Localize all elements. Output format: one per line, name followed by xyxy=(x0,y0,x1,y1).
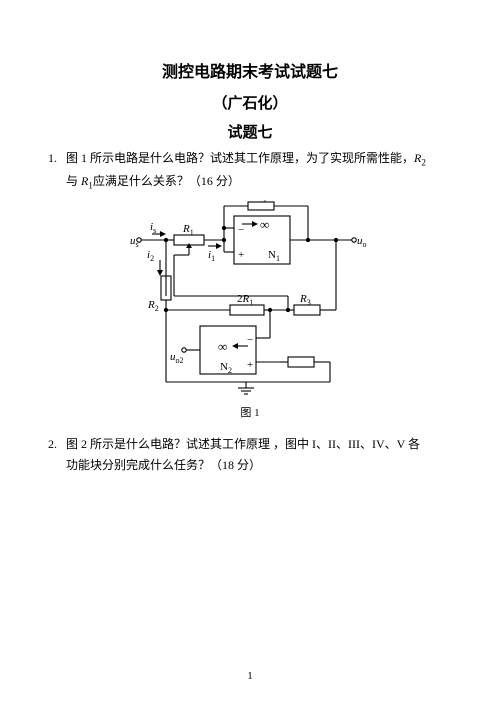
q1-text-c: 应满足什么关系？（16 分） xyxy=(93,174,240,188)
n1-label: N1 xyxy=(268,249,280,263)
label-r1: R1 xyxy=(182,223,194,237)
question-1: 1. 图 1 所示电路是什么电路？试述其工作原理，为了实现所需性能，R2 与 R… xyxy=(48,148,452,194)
title-main: 测控电路期末考试试题七 xyxy=(48,58,452,82)
q1-number: 1. xyxy=(48,148,66,168)
label-r2: R2 xyxy=(147,299,159,313)
n1-inf: ∞ xyxy=(260,217,269,232)
q2-text-a: 图 2 所示是什么电路？试述其工作原理 ，图中 I、II、III、IV、V 各 xyxy=(66,437,420,451)
label-i2: i2 xyxy=(147,249,154,263)
q1-body: 图 1 所示电路是什么电路？试述其工作原理，为了实现所需性能，R2 与 R1应满… xyxy=(48,148,452,193)
n1-plus: + xyxy=(238,249,244,261)
label-us: us xyxy=(130,235,139,249)
figure-1: us is R1 i1 i2 R2 xyxy=(48,200,452,400)
question-2: 2. 图 2 所示是什么电路？试述其工作原理 ，图中 I、II、III、IV、V… xyxy=(48,434,452,475)
q2-text-b: 功能块分别完成什么任务？（18 分） xyxy=(66,458,261,472)
label-uo2: uo2 xyxy=(170,351,184,365)
q1-text-a: 图 1 所示电路是什么电路？试述其工作原理，为了实现所需性能， xyxy=(66,151,414,165)
label-i1: i1 xyxy=(208,249,215,263)
title-sub: （广石化） xyxy=(48,92,452,113)
page-number: 1 xyxy=(0,670,500,682)
n2-plus: + xyxy=(247,359,253,371)
figure-1-caption: 图 1 xyxy=(48,404,452,420)
label-is: is xyxy=(150,221,156,235)
q2-body: 图 2 所示是什么电路？试述其工作原理 ，图中 I、II、III、IV、V 各 … xyxy=(48,434,452,475)
n1-minus: − xyxy=(238,224,244,236)
circuit-diagram: us is R1 i1 i2 R2 xyxy=(130,200,370,395)
q1-r2-sub: 2 xyxy=(421,158,426,168)
label-r3-right: R3 xyxy=(299,293,311,307)
n2-inf: ∞ xyxy=(218,339,227,354)
label-2r1: 2R1 xyxy=(237,293,253,307)
title-section: 试题七 xyxy=(48,121,452,142)
q2-number: 2. xyxy=(48,434,66,454)
label-uo: uo xyxy=(357,235,367,249)
n2-minus: − xyxy=(247,334,253,346)
n2-label: N2 xyxy=(220,361,232,375)
q1-text-b: 与 xyxy=(66,174,81,188)
